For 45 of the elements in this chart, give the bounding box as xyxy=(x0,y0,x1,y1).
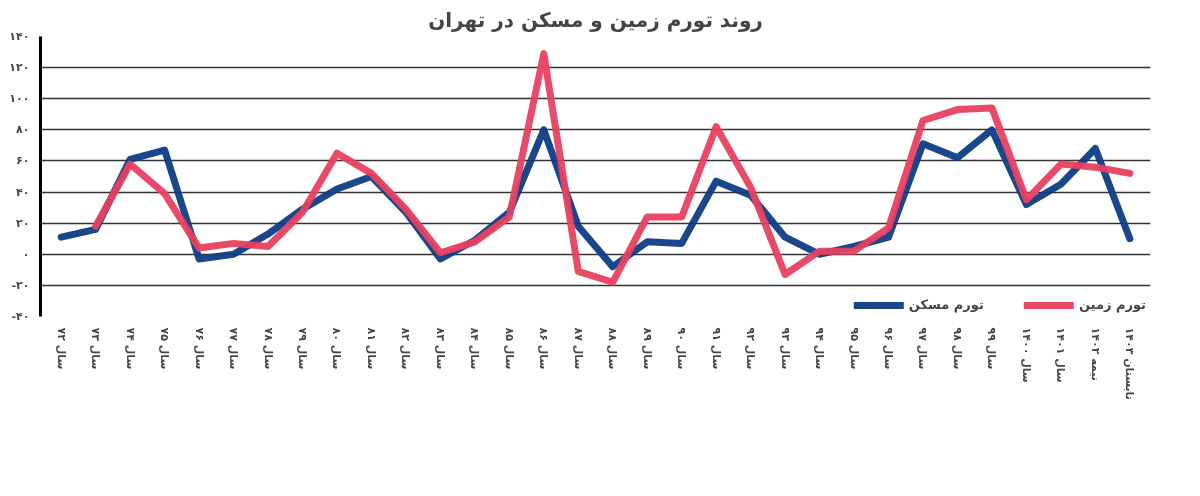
x-tick-label: سال ۸۳ xyxy=(433,327,447,370)
x-tick-label: سال ۸۵ xyxy=(502,327,516,370)
y-tick-label: ۱۰۰ xyxy=(9,92,30,106)
x-tick-label: سال ۹۳ xyxy=(778,327,792,370)
x-tick-label: سال ۸۸ xyxy=(606,327,620,370)
x-tick-label: سال ۷۴ xyxy=(123,327,137,370)
x-tick-label: نیمه ۱۴۰۲ xyxy=(1088,327,1102,381)
x-tick-label: سال ۹۸ xyxy=(950,327,964,370)
y-tick-label: ۲۰ xyxy=(16,216,30,230)
y-tick-label: ۴۰ xyxy=(16,185,30,199)
x-tick-label: سال ۸۱ xyxy=(364,327,378,370)
x-tick-label: سال ۸۷ xyxy=(571,327,585,370)
legend-label: تورم مسکن xyxy=(908,297,984,312)
x-tick-label: سال ۹۴ xyxy=(813,327,827,370)
x-tick-label: سال ۷۹ xyxy=(295,327,309,370)
x-tick-label: سال ۹۲ xyxy=(744,327,758,370)
x-tick-label: سال ۷۸ xyxy=(261,327,275,370)
x-tick-label: سال ۹۹ xyxy=(985,327,999,370)
chart-title: روند تورم زمین و مسکن در تهران xyxy=(428,7,763,32)
x-tick-label: سال ۱۴۰۱ xyxy=(1054,327,1068,383)
y-tick-label: ۸۰ xyxy=(16,123,30,137)
x-tick-label: سال ۹۰ xyxy=(675,327,689,370)
x-tick-label: سال ۸۶ xyxy=(537,327,551,370)
x-tick-label: تابستان ۱۴۰۳ xyxy=(1123,327,1137,400)
x-tick-label: سال ۹۵ xyxy=(847,327,861,370)
y-tick-label: ۱۲۰ xyxy=(9,61,30,75)
x-tick-label: سال ۷۲ xyxy=(54,327,68,370)
x-tick-label: سال ۱۴۰۰ xyxy=(1019,327,1033,383)
x-tick-label: سال ۷۳ xyxy=(89,327,103,370)
y-tick-label: -۲۰ xyxy=(11,278,30,292)
x-tick-label: سال ۸۰ xyxy=(330,327,344,370)
y-tick-label: ۶۰ xyxy=(16,154,30,168)
x-tick-label: سال ۸۹ xyxy=(640,327,654,370)
x-tick-label: سال ۹۱ xyxy=(709,327,723,370)
x-tick-label: سال ۹۶ xyxy=(882,327,896,370)
x-tick-label: سال ۷۵ xyxy=(158,327,172,370)
x-tick-label: سال ۸۲ xyxy=(399,327,413,370)
y-tick-label: ۱۴۰ xyxy=(9,30,30,43)
y-tick-label: ۰ xyxy=(22,247,30,261)
x-tick-label: سال ۸۴ xyxy=(468,327,482,370)
legend-label: تورم زمین xyxy=(1078,297,1146,312)
x-tick-label: سال ۷۷ xyxy=(227,327,241,370)
y-tick-label: -۴۰ xyxy=(11,310,30,323)
x-tick-label: سال ۹۷ xyxy=(916,327,930,370)
x-tick-label: سال ۷۶ xyxy=(192,327,206,370)
